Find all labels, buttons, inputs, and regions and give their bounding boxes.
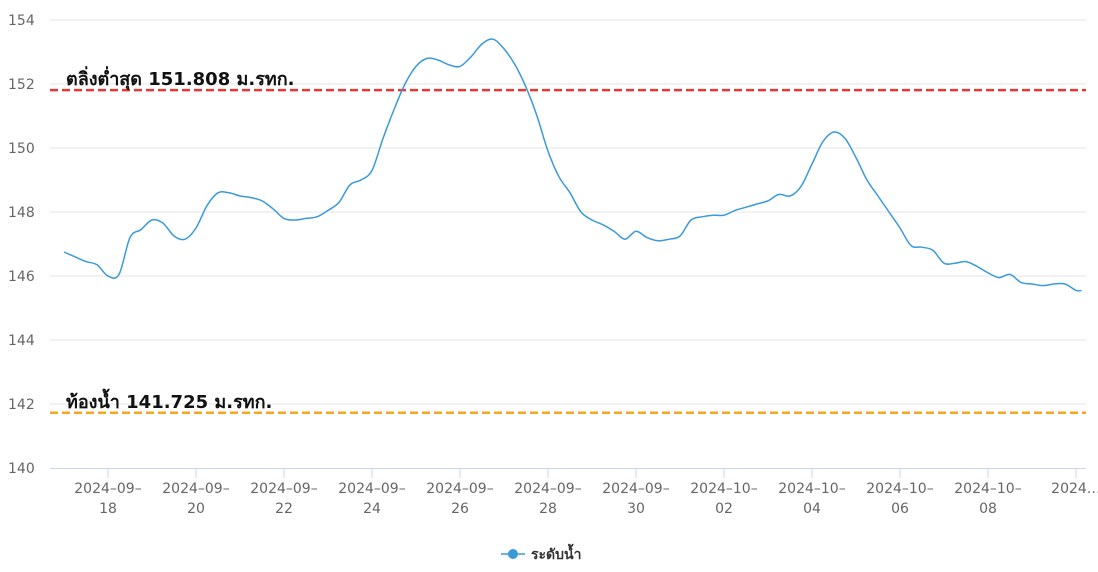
x-tick-label: 06 xyxy=(891,501,909,517)
x-tick-label: 02 xyxy=(715,501,733,517)
x-tick-label: 2024–09– xyxy=(514,481,581,497)
x-tick-label: 2024–09– xyxy=(74,481,141,497)
x-tick-label: 2024–09– xyxy=(602,481,669,497)
y-tick-label: 150 xyxy=(8,141,35,157)
series-line xyxy=(63,38,1082,292)
x-tick-label: 2024–10– xyxy=(690,481,757,497)
y-tick-label: 148 xyxy=(8,205,35,221)
x-tick-label: 2024–09– xyxy=(426,481,493,497)
y-tick-label: 142 xyxy=(8,397,35,413)
x-tick-label: 2024–09– xyxy=(338,481,405,497)
legend-label: ระดับน้ำ xyxy=(531,543,581,563)
x-tick-label: 2024–10– xyxy=(866,481,933,497)
legend-marker xyxy=(508,549,518,559)
y-tick-label: 144 xyxy=(8,333,35,349)
x-tick-label: 20 xyxy=(187,501,205,517)
x-tick-label: 2024–09– xyxy=(250,481,317,497)
x-tick-label: 28 xyxy=(539,501,557,517)
axes: 140 142 144 146 148 150 152 154 2024–09– 18 2024–0… xyxy=(8,13,1098,517)
reference-line-label: ท้องน้ำ 141.725 ม.รทก. xyxy=(66,388,272,413)
y-tick-label: 140 xyxy=(8,461,35,477)
x-tick-label: 04 xyxy=(803,501,821,517)
reference-lines: ตลิ่งต่ำสุด 151.808 ม.รทก. ท้องน้ำ 141.72… xyxy=(50,66,1086,415)
x-tick-label: 08 xyxy=(979,501,997,517)
x-tick-label: 30 xyxy=(627,501,645,517)
legend[interactable]: ระดับน้ำ xyxy=(501,543,581,563)
x-tick-label: 18 xyxy=(99,501,117,517)
x-tick-label: 2024–10– xyxy=(778,481,845,497)
series-lines xyxy=(63,38,1082,292)
x-tick-label: 2024–09– xyxy=(162,481,229,497)
y-tick-label: 152 xyxy=(8,77,35,93)
x-tick-label: 22 xyxy=(275,501,293,517)
x-tick-label: 2024–10– xyxy=(954,481,1021,497)
x-tick-label: 2024… xyxy=(1051,481,1098,497)
reference-line-label: ตลิ่งต่ำสุด 151.808 ม.รทก. xyxy=(66,66,294,91)
grid-lines xyxy=(50,19,1086,405)
y-tick-label: 154 xyxy=(8,13,35,29)
x-tick-label: 26 xyxy=(451,501,469,517)
y-tick-label: 146 xyxy=(8,269,35,285)
x-tick-label: 24 xyxy=(363,501,381,517)
